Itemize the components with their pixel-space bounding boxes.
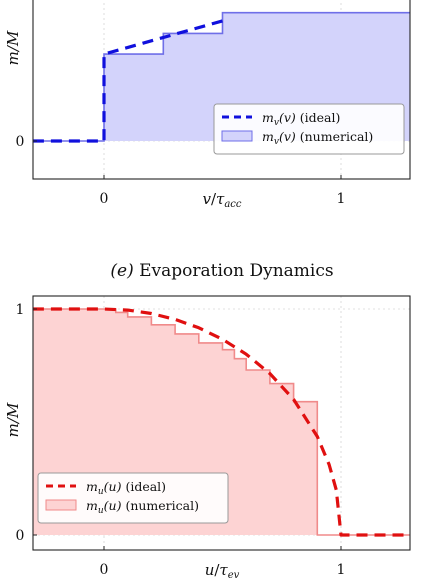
x-tick-label-0: 0 bbox=[100, 191, 109, 207]
x-axis-label: u/τev bbox=[205, 561, 240, 581]
plot-frame bbox=[32, 295, 411, 551]
y-tick-label-1: 1 bbox=[16, 302, 25, 318]
plot-frame bbox=[32, 0, 411, 180]
legend-label-ideal: mu(u) (ideal) bbox=[86, 479, 166, 497]
numerical-step-line bbox=[33, 11, 410, 142]
y-axis-label: m/M bbox=[4, 30, 22, 65]
legend: mv(v) (ideal) mv(v) (numerical) bbox=[213, 103, 405, 155]
series-ideal bbox=[33, 307, 410, 537]
legend-label-numerical: mv(v) (numerical) bbox=[262, 129, 373, 147]
legend-swatch-numerical bbox=[221, 130, 253, 142]
x-tick-label-1: 1 bbox=[337, 562, 346, 578]
x-tick-label-1: 1 bbox=[337, 191, 346, 207]
numerical-step-line bbox=[33, 308, 410, 536]
x-tick-label-0: 0 bbox=[100, 562, 109, 578]
y-axis-label: m/M bbox=[4, 402, 22, 437]
chart-title: (e) Evaporation Dynamics bbox=[110, 261, 333, 281]
legend-label-ideal: mv(v) (ideal) bbox=[262, 110, 340, 128]
chart-accumulation: 0 1 0 v/τacc m/M mv(v) (ideal) mv(v) (nu… bbox=[4, 0, 411, 210]
y-tick-label-0: 0 bbox=[16, 528, 25, 544]
y-tick-label-0: 0 bbox=[16, 134, 25, 150]
chart-evaporation: (e) Evaporation Dynamics 0 1 0 1 u/τev m… bbox=[4, 261, 411, 581]
legend-box bbox=[37, 472, 229, 524]
legend: mu(u) (ideal) mu(u) (numerical) bbox=[37, 472, 229, 524]
ideal-dashed-line bbox=[33, 307, 410, 537]
ideal-dashed-line bbox=[33, 19, 223, 143]
x-axis-label: v/τacc bbox=[202, 190, 241, 210]
legend-label-numerical: mu(u) (numerical) bbox=[86, 498, 199, 516]
legend-box bbox=[213, 103, 405, 155]
legend-swatch-numerical bbox=[45, 499, 77, 511]
series-ideal bbox=[33, 19, 223, 143]
